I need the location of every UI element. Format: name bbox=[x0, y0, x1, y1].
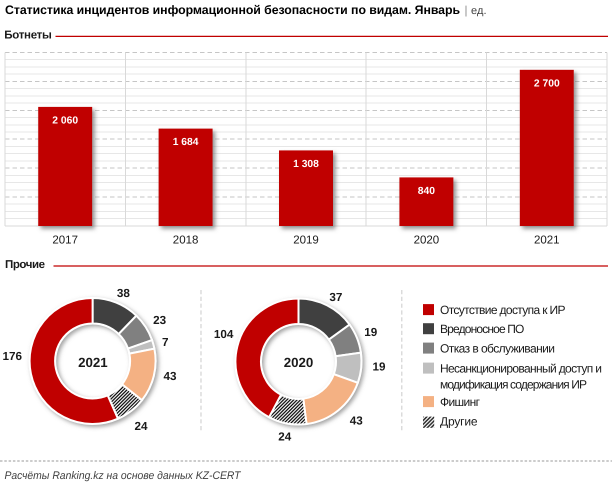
svg-text:2 700: 2 700 bbox=[534, 78, 560, 89]
svg-text:176: 176 bbox=[3, 350, 23, 363]
svg-text:38: 38 bbox=[117, 287, 131, 300]
svg-text:1 684: 1 684 bbox=[173, 137, 199, 148]
svg-text:Вредоносное ПО: Вредоносное ПО bbox=[440, 322, 524, 336]
svg-text:ед.: ед. bbox=[471, 5, 487, 17]
svg-text:Отсутствие доступа к ИР: Отсутствие доступа к ИР bbox=[440, 303, 566, 317]
svg-text:19: 19 bbox=[364, 326, 378, 339]
svg-text:Фишинг: Фишинг bbox=[440, 395, 481, 409]
svg-text:2021: 2021 bbox=[78, 355, 108, 370]
svg-text:2019: 2019 bbox=[293, 234, 319, 246]
svg-text:24: 24 bbox=[278, 430, 292, 443]
svg-text:2018: 2018 bbox=[173, 234, 199, 246]
svg-text:2021: 2021 bbox=[534, 234, 560, 246]
svg-text:24: 24 bbox=[134, 420, 148, 433]
svg-text:Несанкционированный доступ и: Несанкционированный доступ и bbox=[440, 361, 602, 375]
svg-text:104: 104 bbox=[214, 328, 234, 341]
svg-text:23: 23 bbox=[153, 314, 167, 327]
svg-text:модификация содержания ИР: модификация содержания ИР bbox=[440, 377, 587, 391]
svg-text:2 060: 2 060 bbox=[52, 116, 78, 127]
svg-text:2020: 2020 bbox=[284, 355, 314, 370]
svg-text:43: 43 bbox=[350, 414, 364, 427]
svg-text:37: 37 bbox=[329, 291, 342, 304]
svg-text:Ботнеты: Ботнеты bbox=[4, 30, 52, 42]
svg-text:2017: 2017 bbox=[52, 234, 78, 246]
svg-text:2020: 2020 bbox=[414, 234, 440, 246]
svg-text:1 308: 1 308 bbox=[293, 159, 319, 170]
svg-text:Расчёты Ranking.kz на основе д: Расчёты Ranking.kz на основе данных KZ-C… bbox=[5, 470, 242, 482]
svg-text:Отказ в обслуживании: Отказ в обслуживании bbox=[440, 341, 555, 355]
svg-text:Другие: Другие bbox=[440, 414, 478, 428]
svg-text:|: | bbox=[465, 5, 468, 17]
svg-text:840: 840 bbox=[418, 186, 435, 197]
svg-text:43: 43 bbox=[163, 370, 177, 383]
svg-text:19: 19 bbox=[372, 361, 386, 374]
svg-text:Прочие: Прочие bbox=[5, 259, 45, 271]
svg-text:7: 7 bbox=[162, 336, 169, 349]
svg-text:Статистика инцидентов информа: Статистика инцидентов информационной без… bbox=[5, 3, 460, 17]
